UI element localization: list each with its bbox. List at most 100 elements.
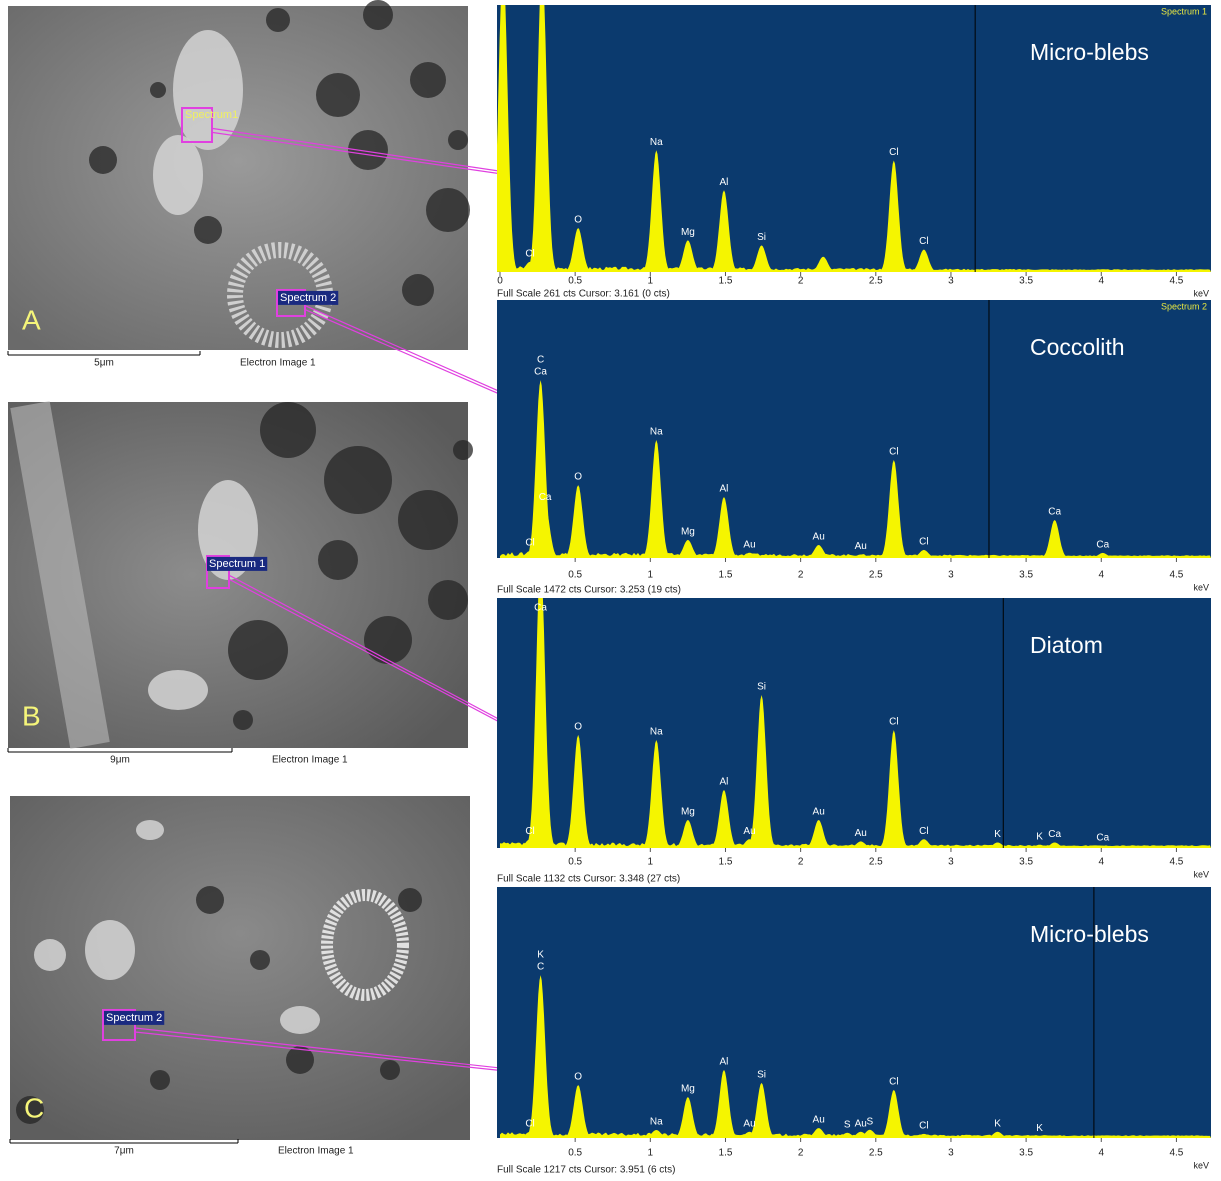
peak-label: Cl: [525, 1118, 534, 1129]
x-axis-label: keV: [1193, 288, 1209, 298]
peak-label: Au: [813, 807, 825, 818]
pore: [150, 1070, 170, 1090]
x-axis-label: keV: [1193, 582, 1209, 592]
peak-label: Cl: [919, 826, 928, 837]
x-tick-label: 2.5: [869, 276, 883, 287]
pore: [363, 0, 393, 30]
x-tick-label: 2.5: [869, 570, 883, 581]
x-tick-label: 3.5: [1019, 570, 1033, 581]
peak-label: O: [574, 472, 582, 483]
peak-label: O: [574, 722, 582, 733]
pore: [196, 886, 224, 914]
peak-label: Au: [813, 1115, 825, 1126]
peak-label: Au: [743, 1118, 755, 1129]
x-tick-label: 0.5: [568, 1148, 582, 1159]
x-tick-label: 2: [798, 570, 804, 581]
pore: [398, 888, 422, 912]
peak-label: K: [1036, 831, 1043, 842]
peak-label: Al: [720, 484, 729, 495]
footer: Full Scale 1132 cts Cursor: 3.348 (27 ct…: [497, 874, 680, 885]
x-tick-label: 4: [1098, 1148, 1104, 1159]
peak-label: K: [537, 950, 544, 961]
peak-label: Na: [650, 727, 663, 738]
particle: [280, 1006, 320, 1034]
x-tick-label: 1.5: [719, 1148, 733, 1159]
x-tick-label: 3.5: [1019, 1148, 1033, 1159]
peak-label: Mg: [681, 227, 695, 238]
pore: [380, 1060, 400, 1080]
pore: [324, 446, 392, 514]
x-tick-label: 3: [948, 276, 954, 287]
x-tick-label: 2.5: [869, 857, 883, 868]
x-tick-label: 4.5: [1169, 857, 1183, 868]
peak-label: Na: [650, 427, 663, 438]
image-caption: Electron Image 1: [278, 1146, 354, 1157]
spectrum-tag: Spectrum1: [185, 109, 238, 121]
peak-label: Cl: [919, 1121, 928, 1132]
x-tick-label: 2: [798, 1148, 804, 1159]
pore: [316, 73, 360, 117]
footer: Full Scale 1217 cts Cursor: 3.951 (6 cts…: [497, 1165, 675, 1176]
x-tick-label: 0.5: [568, 570, 582, 581]
peak-label: Ca: [534, 367, 547, 378]
chart-title: Micro-blebs: [1030, 39, 1149, 65]
x-tick-label: 0: [497, 276, 503, 287]
peak-label: Cl: [525, 826, 534, 837]
panel-label: B: [22, 700, 41, 731]
pore: [428, 580, 468, 620]
spectrum-tag: Spectrum 1: [209, 558, 265, 570]
peak-label: Ca: [539, 492, 552, 503]
particle: [85, 920, 135, 980]
x-tick-label: 4: [1098, 857, 1104, 868]
peak-label: Au: [855, 1118, 867, 1129]
x-tick-label: 4: [1098, 276, 1104, 287]
x-tick-label: 4.5: [1169, 570, 1183, 581]
peak-label: Na: [650, 137, 663, 148]
x-tick-label: 4.5: [1169, 1148, 1183, 1159]
peak-label: K: [1036, 1123, 1043, 1134]
peak-label: Cl: [919, 537, 928, 548]
peak-label: Au: [813, 532, 825, 543]
plot-background: [497, 598, 1211, 848]
chart-title: Diatom: [1030, 632, 1103, 658]
footer: Full Scale 1472 cts Cursor: 3.253 (19 ct…: [497, 585, 681, 596]
x-tick-label: 0.5: [568, 857, 582, 868]
figure: A5μmElectron Image 1Spectrum1Spectrum 2B…: [0, 0, 1221, 1181]
pore: [398, 490, 458, 550]
x-tick-label: 3.5: [1019, 276, 1033, 287]
peak-label: Cl: [525, 248, 534, 259]
peak-label: Au: [855, 541, 867, 552]
spectrum-tag: Spectrum 2: [280, 292, 336, 304]
pore: [448, 130, 468, 150]
peak-label: O: [574, 1072, 582, 1083]
chart-title: Coccolith: [1030, 334, 1125, 360]
x-tick-label: 1: [648, 857, 654, 868]
pore: [260, 402, 316, 458]
x-tick-label: 1: [648, 570, 654, 581]
panel-label: A: [22, 304, 41, 335]
peak-label: Al: [720, 1057, 729, 1068]
particle: [34, 939, 66, 971]
peak-label: S: [866, 1116, 873, 1127]
spectrum-corner: Spectrum 2: [1161, 301, 1207, 311]
pore: [426, 188, 470, 232]
pore: [453, 440, 473, 460]
x-tick-label: 2: [798, 276, 804, 287]
x-tick-label: 2: [798, 857, 804, 868]
peak-label: O: [574, 215, 582, 226]
pore: [89, 146, 117, 174]
peak-label: Cl: [889, 147, 898, 158]
spectrum-tag: Spectrum 2: [106, 1012, 162, 1024]
image-caption: Electron Image 1: [272, 755, 348, 766]
peak-label: K: [994, 1118, 1001, 1129]
scale-label: 9μm: [110, 755, 130, 766]
peak-label: Ca: [534, 603, 547, 614]
x-tick-label: 3: [948, 570, 954, 581]
panel-label: C: [24, 1092, 44, 1123]
x-tick-label: 0.5: [568, 276, 582, 287]
peak-label: Ca: [1048, 507, 1061, 518]
pore: [194, 216, 222, 244]
spectrum-corner: Spectrum 1: [1161, 6, 1207, 16]
peak-label: Au: [743, 539, 755, 550]
peak-label: Mg: [681, 1084, 695, 1095]
